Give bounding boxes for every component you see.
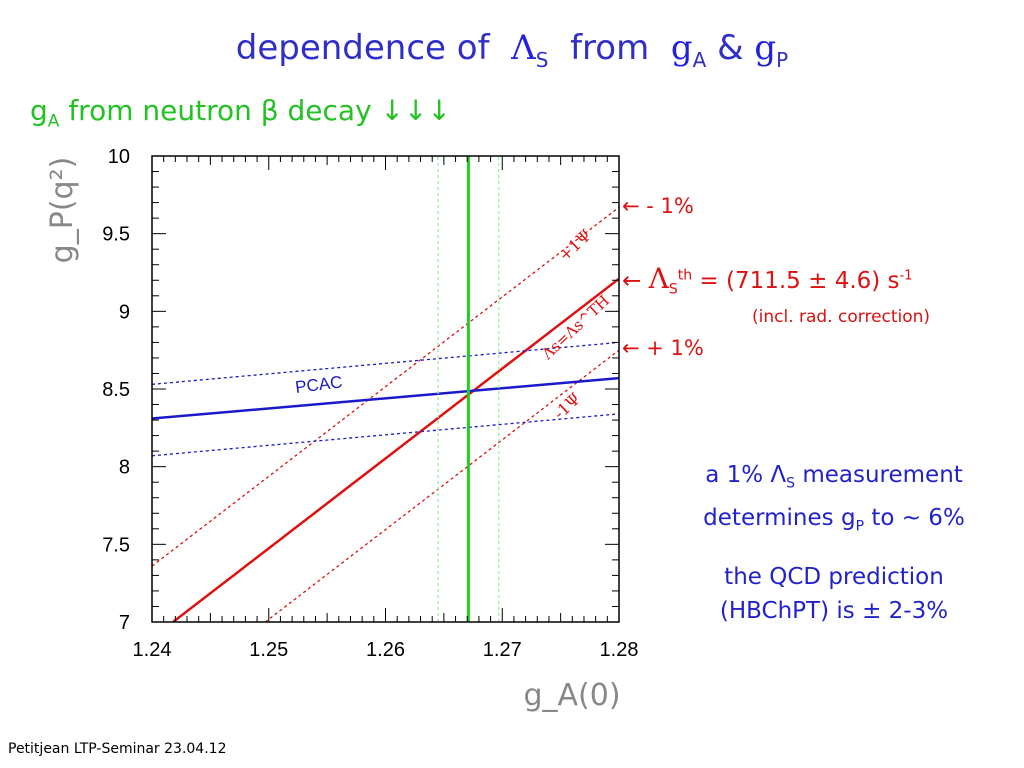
note-line-2-sub: P <box>855 518 865 535</box>
note-line-1: a 1% ΛS measurement <box>664 458 1004 501</box>
y-tick-label: 9 <box>119 301 130 323</box>
x-tick-label: 1.25 <box>249 639 288 661</box>
annotation-lambda: ← ΛSth = (711.5 ± 4.6) s-1 <box>622 262 913 298</box>
note-qcd-line-2: (HBChPT) is ± 2-3% <box>719 598 949 624</box>
lambda-sup: th <box>677 267 693 284</box>
note-line-1-sub: S <box>786 475 796 492</box>
title-amp: & <box>717 28 744 68</box>
x-tick-label: 1.28 <box>600 639 639 661</box>
x-tick-label: 1.27 <box>483 639 522 661</box>
series-line-0 <box>172 277 619 622</box>
title-gp: g <box>754 28 777 68</box>
series-line-1 <box>152 206 619 567</box>
subtitle-g: g <box>30 94 48 127</box>
series-line-3 <box>152 376 619 420</box>
title-text-2: from <box>570 28 650 68</box>
slide-title: dependence of ΛS from gA & gP <box>0 28 1024 72</box>
x-axis-label: g_A(0) <box>523 678 620 713</box>
series-line-5 <box>152 413 619 457</box>
note-measurement: a 1% ΛS measurement determines gP to ~ 6… <box>664 458 1004 543</box>
series-line-2 <box>264 349 619 622</box>
note-qcd: the QCD prediction (HBChPT) is ± 2-3% <box>664 560 1004 628</box>
lambda-value: = (711.5 ± 4.6) s <box>692 268 900 294</box>
note-qcd-line-1: the QCD prediction <box>724 564 944 590</box>
subtitle-g-sub: A <box>47 111 60 132</box>
series-line-4 <box>152 341 619 385</box>
x-tick-label: 1.26 <box>366 639 405 661</box>
line-label-pcac: PCAC <box>294 372 343 397</box>
y-tick-label: 8.5 <box>102 379 130 401</box>
note-line-1-text: a 1% Λ <box>705 462 787 488</box>
y-tick-label: 7 <box>119 612 130 634</box>
title-lambda-sub: S <box>535 47 549 72</box>
annotation-plus1: ← + 1% <box>622 336 704 360</box>
y-axis-label: g_P(q²) <box>45 157 80 264</box>
title-text-1: dependence of <box>235 28 490 68</box>
lambda-arrow: ← <box>622 268 642 294</box>
lambda-symbol: Λ <box>648 262 669 295</box>
title-gp-sub: P <box>776 47 789 72</box>
note-line-2-text: determines g <box>703 504 856 531</box>
note-line-2-end: to ~ 6% <box>871 504 965 531</box>
plot-frame <box>151 155 620 623</box>
title-lambda: Λ <box>511 28 536 68</box>
lambda-value-sup: -1 <box>899 268 913 284</box>
y-tick-label: 7.5 <box>102 534 130 556</box>
line-label-center: Λs=Λs^TH <box>538 292 613 364</box>
title-ga: g <box>670 28 693 68</box>
y-tick-label: 9.5 <box>102 224 130 246</box>
note-line-2: determines gP to ~ 6% <box>664 501 1004 544</box>
subtitle-rest: from neutron β decay ↓↓↓ <box>68 94 451 127</box>
y-tick-label: 8 <box>119 457 130 479</box>
annotation-radcorr: (incl. rad. correction) <box>752 307 931 327</box>
slide-subtitle: gA from neutron β decay ↓↓↓ <box>30 94 451 132</box>
footer: Petitjean LTP-Seminar 23.04.12 <box>8 741 227 757</box>
x-tick-label: 1.24 <box>133 639 172 661</box>
note-line-1-end: measurement <box>802 462 963 488</box>
line-label-plus1: +1Ψ <box>555 225 595 265</box>
y-tick-label: 10 <box>108 146 130 168</box>
title-ga-sub: A <box>692 47 707 72</box>
annotation-minus1: ← - 1% <box>622 194 694 218</box>
lambda-sub: S <box>668 281 678 298</box>
